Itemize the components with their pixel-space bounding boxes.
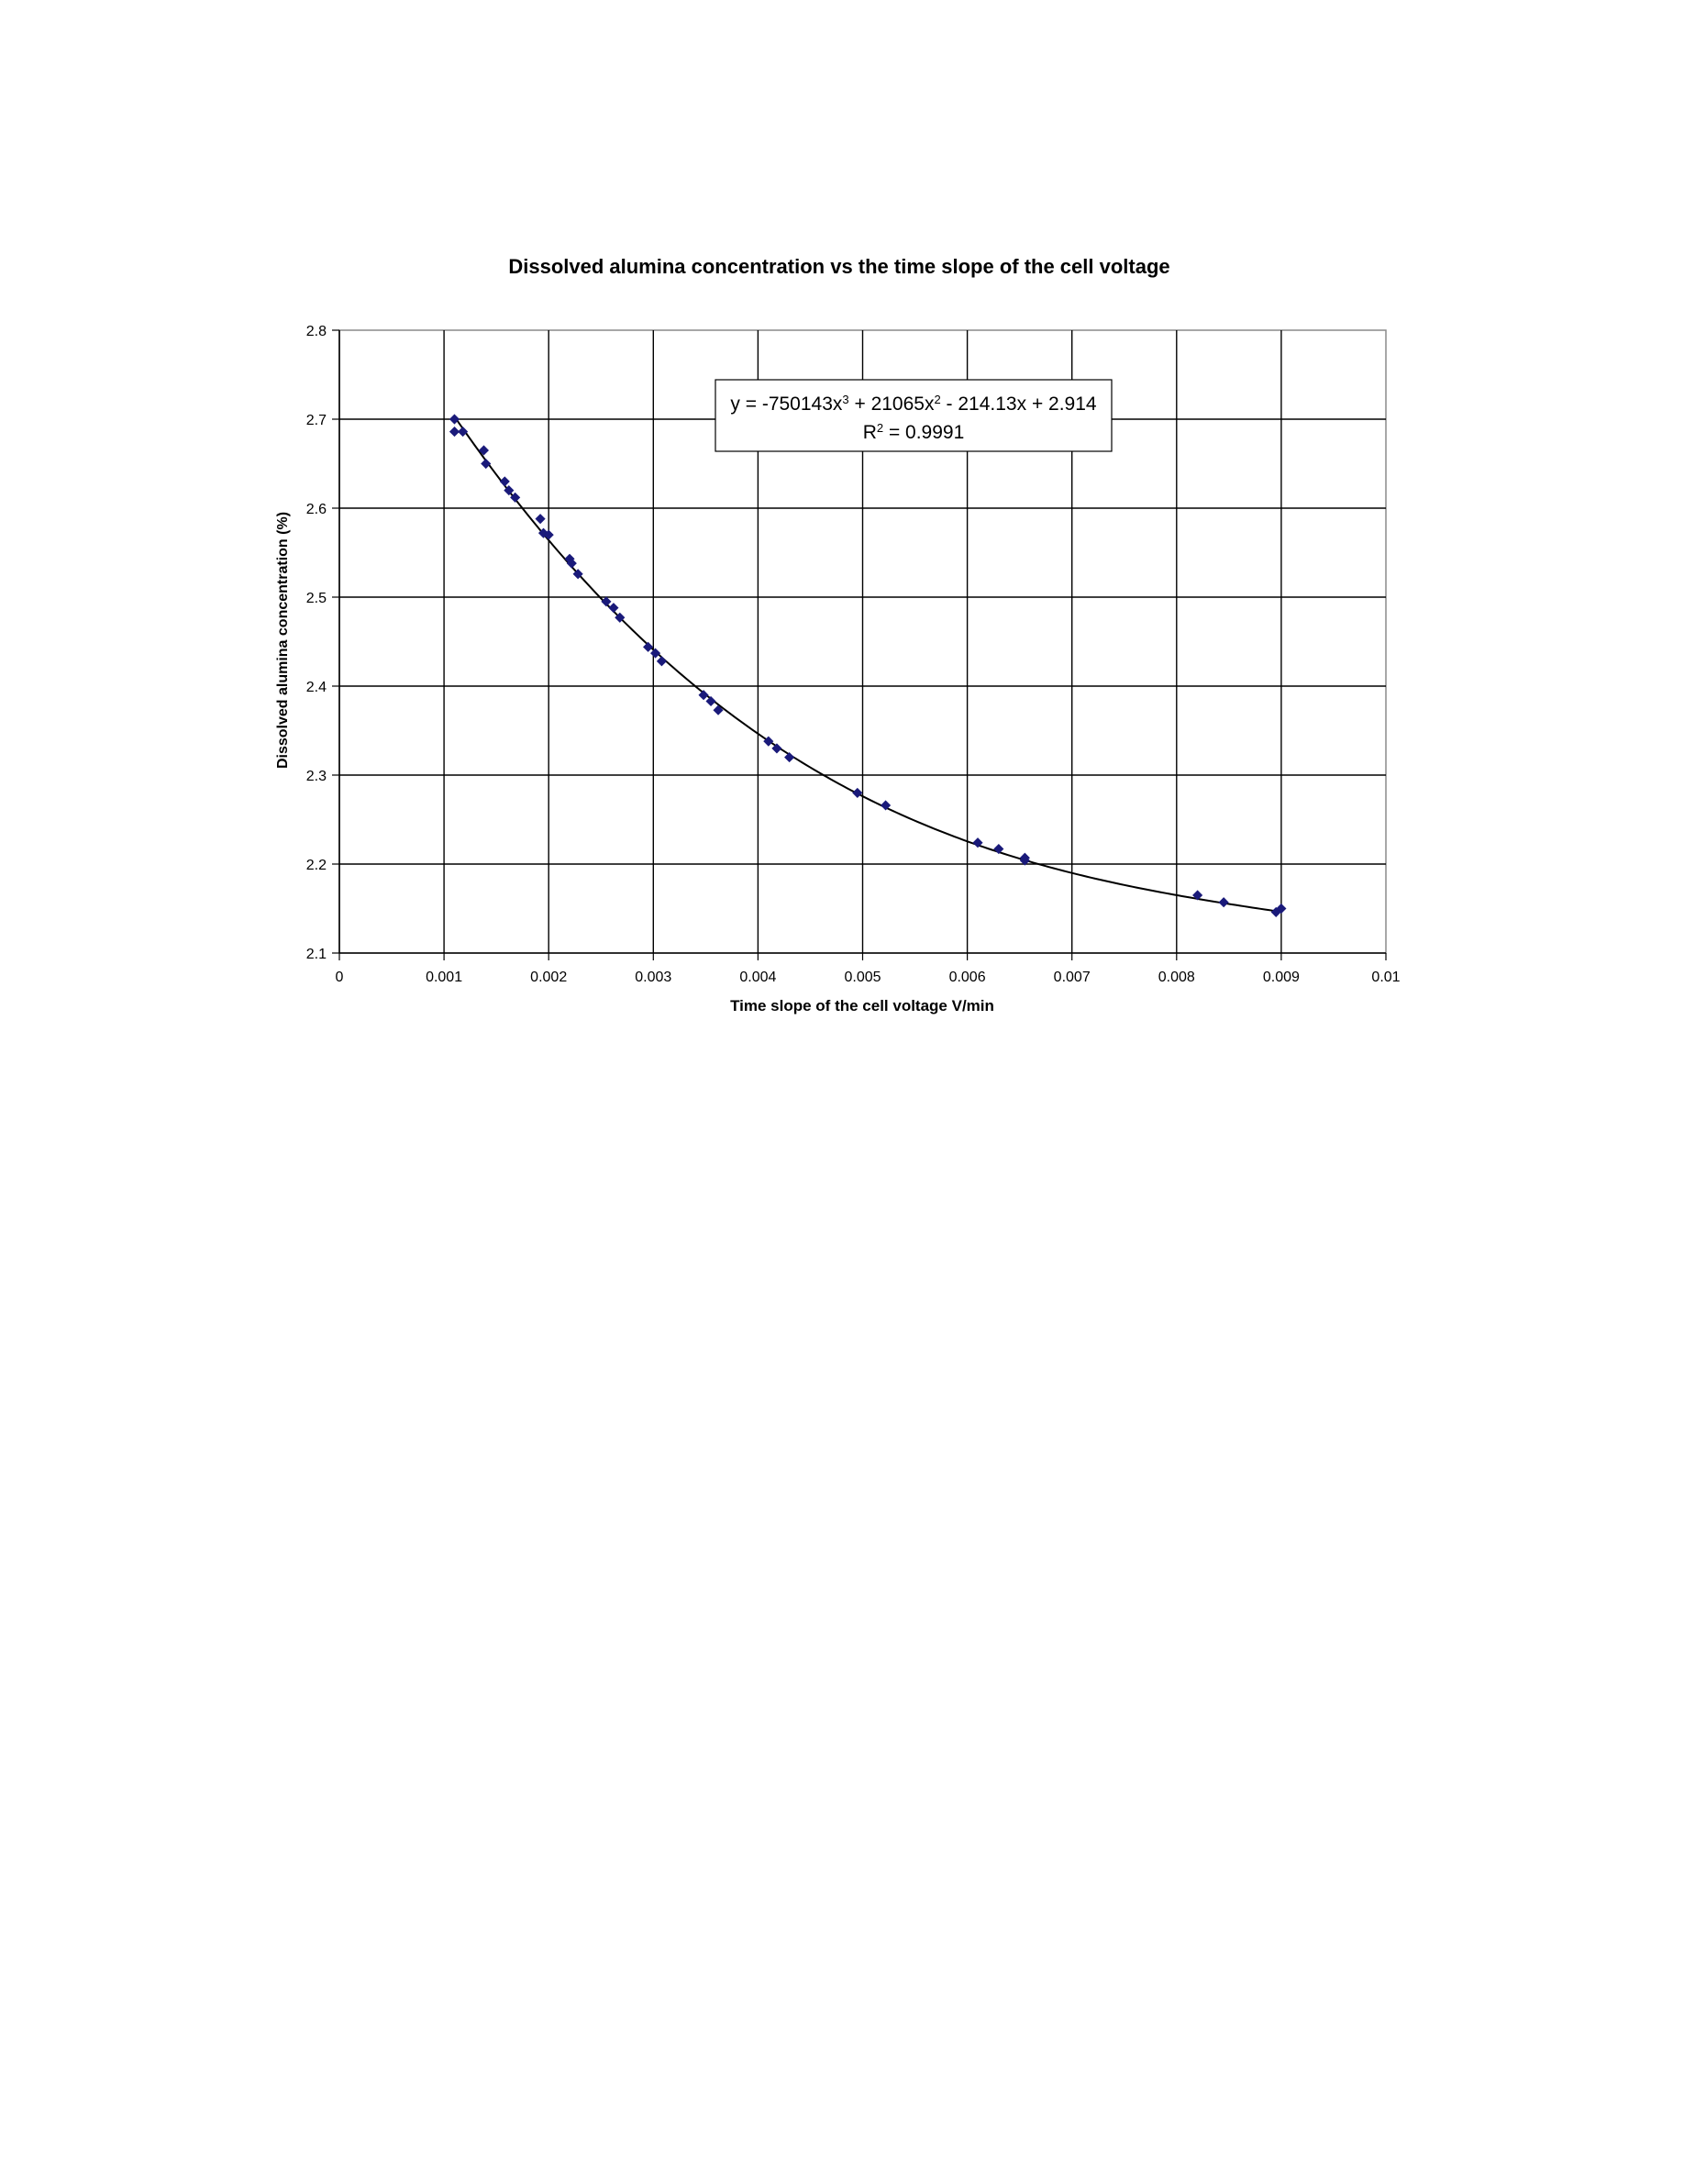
equation-part-3: - 214.13x + 2.914 — [941, 394, 1097, 415]
data-point — [705, 695, 716, 707]
data-point — [566, 558, 577, 569]
data-points — [449, 414, 1287, 917]
data-point — [601, 596, 612, 607]
y-axis-label: Dissolved alumina concentration (%) — [275, 512, 291, 769]
data-point — [650, 648, 661, 659]
trendline-layer — [453, 416, 1282, 914]
r-squared-label: R2 = 0.9991 — [863, 421, 965, 444]
trendline — [453, 416, 1282, 914]
y-tick-label: 2.3 — [306, 769, 327, 784]
x-tick-label: 0.002 — [530, 970, 567, 985]
y-tick-label: 2.8 — [306, 324, 327, 339]
data-point — [881, 800, 892, 811]
equation-box-frame — [715, 379, 1113, 452]
x-tick-label: 0.009 — [1263, 970, 1300, 985]
x-tick-label: 0.004 — [739, 970, 776, 985]
x-axis-label: Time slope of the cell voltage V/min — [730, 997, 994, 1014]
data-point — [993, 843, 1004, 855]
data-point — [1192, 890, 1203, 901]
data-point — [572, 569, 583, 580]
data-point — [972, 837, 983, 848]
data-point — [1276, 903, 1287, 915]
data-point — [504, 485, 515, 496]
data-point — [608, 603, 619, 614]
tick-labels: 0 0.001 0.002 0.003 0.004 0.005 0.006 0.007 0.00… — [306, 324, 1401, 985]
r-squared-prefix: R — [863, 422, 877, 443]
y-tick-label: 2.1 — [306, 947, 327, 962]
chart-title: Dissolved alumina concentration vs the t… — [508, 255, 1169, 278]
equation-exponent-3: 3 — [842, 393, 848, 406]
equation-exponent-2: 2 — [934, 393, 940, 406]
data-point — [499, 476, 510, 487]
data-point — [449, 414, 460, 425]
grid — [339, 330, 1386, 953]
y-tick-label: 2.2 — [306, 858, 327, 873]
x-tick-label: 0.007 — [1054, 970, 1091, 985]
data-point — [852, 787, 863, 798]
r-squared-exponent: 2 — [877, 421, 883, 435]
trendline-equation-box: y = -750143x3 + 21065x2 - 214.13x + 2.91… — [715, 379, 1113, 452]
data-point — [1218, 897, 1229, 908]
x-tick-label: 0 — [336, 970, 344, 985]
data-point — [615, 612, 626, 623]
y-tick-label: 2.7 — [306, 413, 327, 428]
x-tick-label: 0.001 — [426, 970, 462, 985]
trendline-equation: y = -750143x3 + 21065x2 - 214.13x + 2.91… — [730, 393, 1097, 416]
data-point — [458, 427, 469, 438]
data-point — [481, 458, 492, 470]
y-tick-label: 2.4 — [306, 680, 327, 695]
data-point — [449, 427, 460, 438]
data-point — [771, 743, 782, 754]
axes — [332, 329, 1387, 960]
data-point — [763, 736, 774, 747]
data-point — [510, 492, 521, 503]
x-tick-label: 0.006 — [949, 970, 986, 985]
y-tick-label: 2.5 — [306, 591, 327, 606]
data-point — [535, 514, 546, 525]
data-point — [1019, 855, 1030, 866]
x-tick-label: 0.005 — [844, 970, 881, 985]
x-tick-label: 0.01 — [1371, 970, 1400, 985]
x-tick-label: 0.008 — [1158, 970, 1195, 985]
y-tick-label: 2.6 — [306, 502, 327, 517]
data-point — [784, 752, 795, 763]
data-point — [643, 641, 654, 652]
equation-part-1: y = -750143x — [730, 394, 843, 415]
r-squared-value: = 0.9991 — [883, 422, 964, 443]
data-point — [478, 445, 490, 456]
data-point — [698, 690, 709, 701]
equation-part-2: + 21065x — [849, 394, 935, 415]
data-point — [713, 704, 724, 715]
data-point — [543, 529, 554, 540]
data-point — [656, 656, 667, 667]
x-tick-label: 0.003 — [635, 970, 671, 985]
